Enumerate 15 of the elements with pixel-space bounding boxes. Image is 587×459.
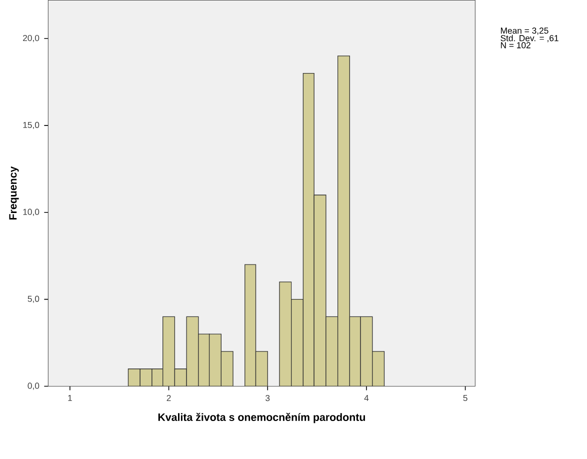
text: N = 102 bbox=[500, 42, 530, 48]
y-tick-label: 0,0 bbox=[28, 382, 40, 390]
y-tick-label: 20,0 bbox=[23, 34, 40, 42]
x-tick-label: 3 bbox=[266, 394, 270, 401]
y-tick-label: 15,0 bbox=[23, 122, 40, 129]
y-tick-label: 10,0 bbox=[23, 208, 40, 216]
text: Std. Dev. = ,61 bbox=[500, 34, 558, 42]
y-tick-label: 5,0 bbox=[28, 296, 40, 303]
x-tick-label: 1 bbox=[68, 394, 72, 401]
x-tick-label: 4 bbox=[364, 394, 369, 401]
text: Mean = 3,25 bbox=[500, 27, 548, 35]
x-tick-label: 2 bbox=[166, 394, 171, 401]
x-tick-label: 5 bbox=[463, 394, 468, 401]
x-axis-title: Kvalita života s onemocněním parodontu bbox=[158, 412, 365, 423]
y-axis-title: Frequency bbox=[9, 166, 19, 220]
